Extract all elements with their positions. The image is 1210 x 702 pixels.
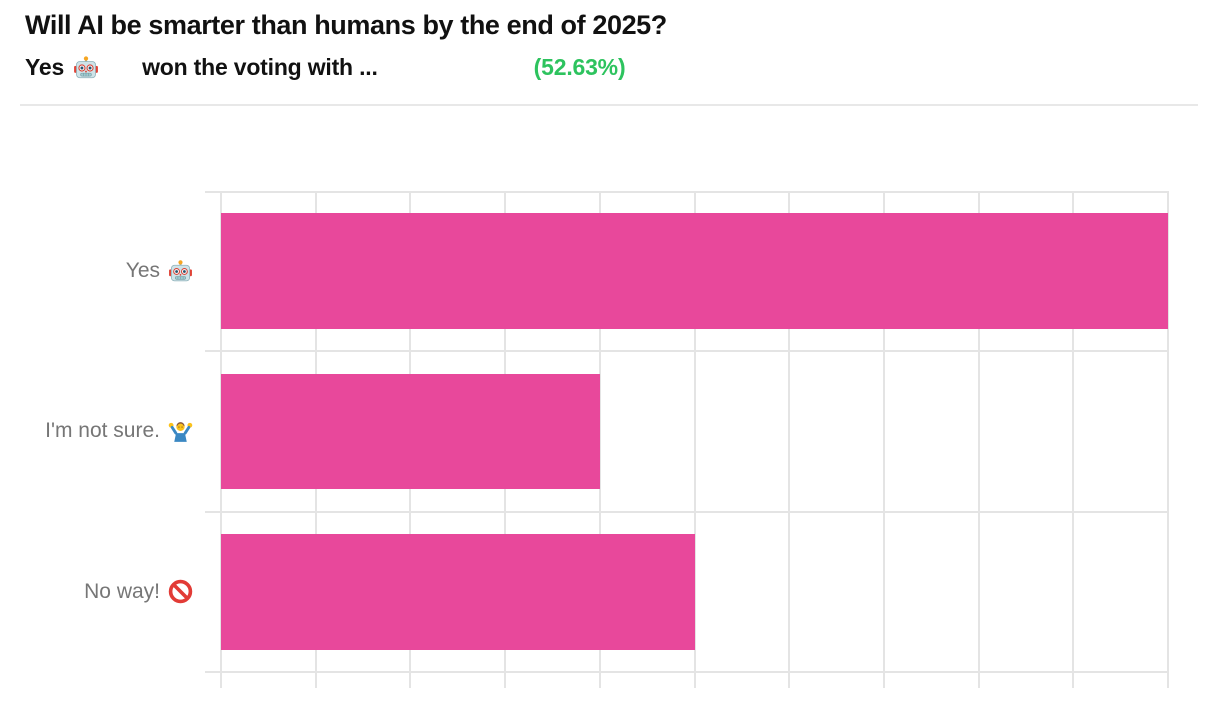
bar-yes [221,213,1168,329]
robot-emoji-icon [73,55,99,81]
gridline [1072,191,1075,688]
poll-result-subtitle: Yes won [25,54,1198,81]
bar-row-no-way [221,512,1168,672]
gridline [788,191,791,688]
y-axis-label-yes: Yes [0,191,193,351]
bar-not-sure [221,373,600,490]
gridline [598,191,601,688]
shrug-emoji-icon [168,419,193,444]
y-axis-label-no-way: No way! [0,512,193,672]
header: Will AI be smarter than humans by the en… [25,10,1198,81]
y-label-text: No way! [84,579,160,603]
bar-row-not-sure [221,351,1168,511]
poll-question-title: Will AI be smarter than humans by the en… [25,10,667,40]
no-entry-emoji-icon [168,579,193,604]
bar-row-yes [221,191,1168,351]
row-line [205,350,1168,353]
gridline [977,191,980,688]
gridline [882,191,885,688]
y-axis-labels: Yes [0,191,193,672]
y-label-text: I'm not sure. [45,419,160,443]
row-line [205,191,1168,193]
gridline [693,191,696,688]
gridline [1167,191,1169,688]
subtitle-text: won the voting with ... [142,54,378,81]
row-line [205,510,1168,513]
row-line [205,671,1168,673]
y-label-text: Yes [125,259,160,283]
robot-emoji-icon [168,259,193,284]
header-divider [20,104,1198,106]
winning-percentage: (52.63%) [533,54,626,81]
winner-option-label: Yes [25,54,65,81]
bar-no-way [221,534,695,650]
bar-rows [221,191,1168,672]
plot-area [205,191,1169,688]
y-axis-label-not-sure: I'm not sure. [0,351,193,511]
